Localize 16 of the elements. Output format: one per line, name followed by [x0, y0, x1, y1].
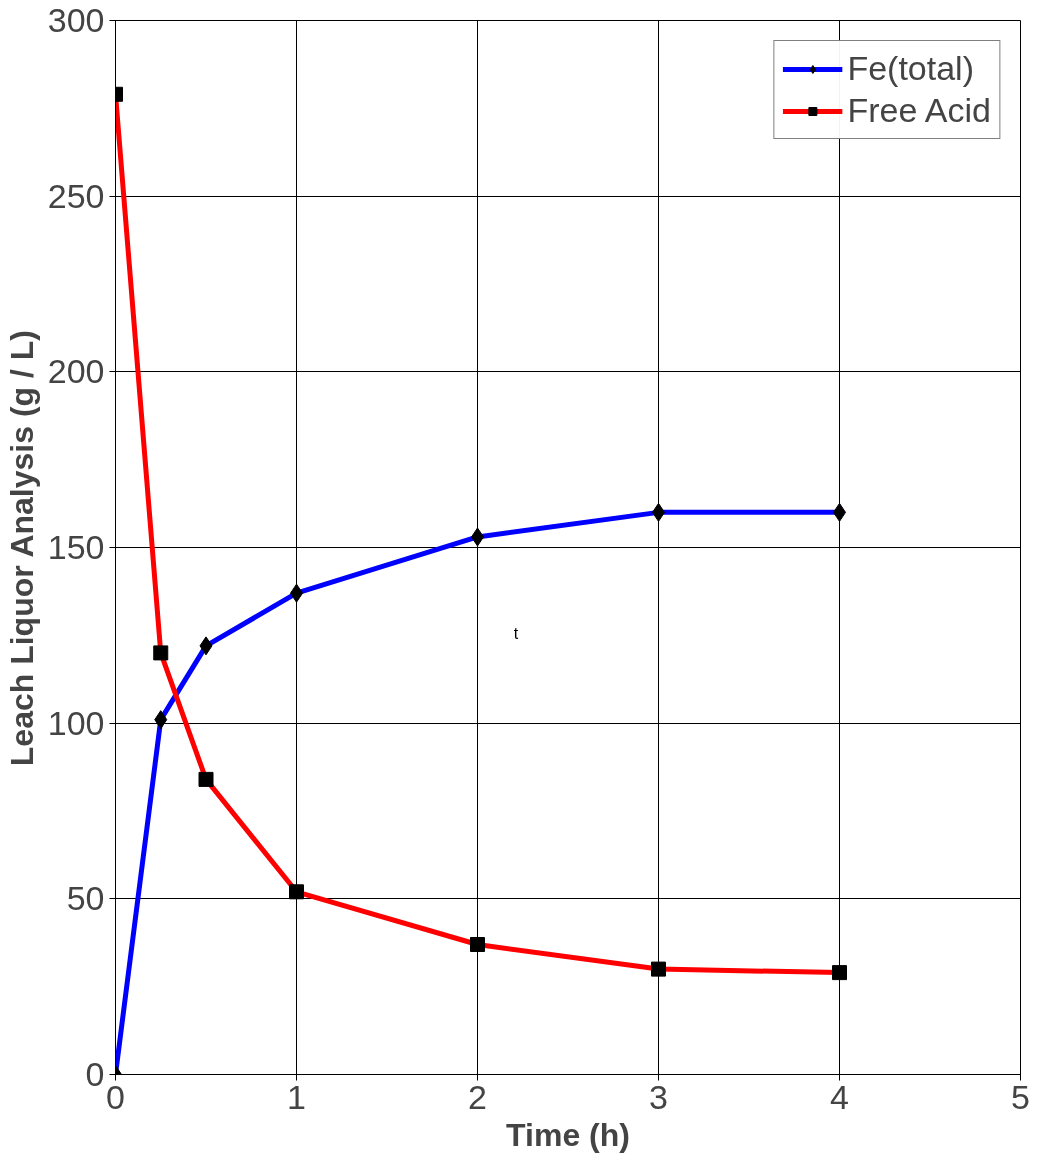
legend-label: Fe(total): [847, 49, 974, 88]
x-tick-label: 4: [830, 1077, 849, 1116]
y-tick-label: 100: [47, 703, 105, 742]
y-tick-label: 200: [47, 352, 105, 391]
y-axis-title: Leach Liquor Analysis (g / L): [3, 329, 40, 767]
y-tick-label: 250: [47, 176, 105, 215]
x-tick-label: 2: [468, 1077, 487, 1116]
y-tick-label: 150: [47, 528, 105, 566]
x-tick-label: 3: [649, 1077, 668, 1116]
annotation: t: [513, 625, 519, 643]
legend-label: Free Acid: [847, 91, 991, 130]
x-tick-label: 1: [287, 1077, 306, 1116]
x-axis-title: Time (h): [506, 1116, 630, 1153]
y-tick-label: 300: [47, 1, 105, 39]
x-tick-label: 5: [1011, 1077, 1030, 1116]
y-tick-label: 50: [66, 879, 105, 918]
